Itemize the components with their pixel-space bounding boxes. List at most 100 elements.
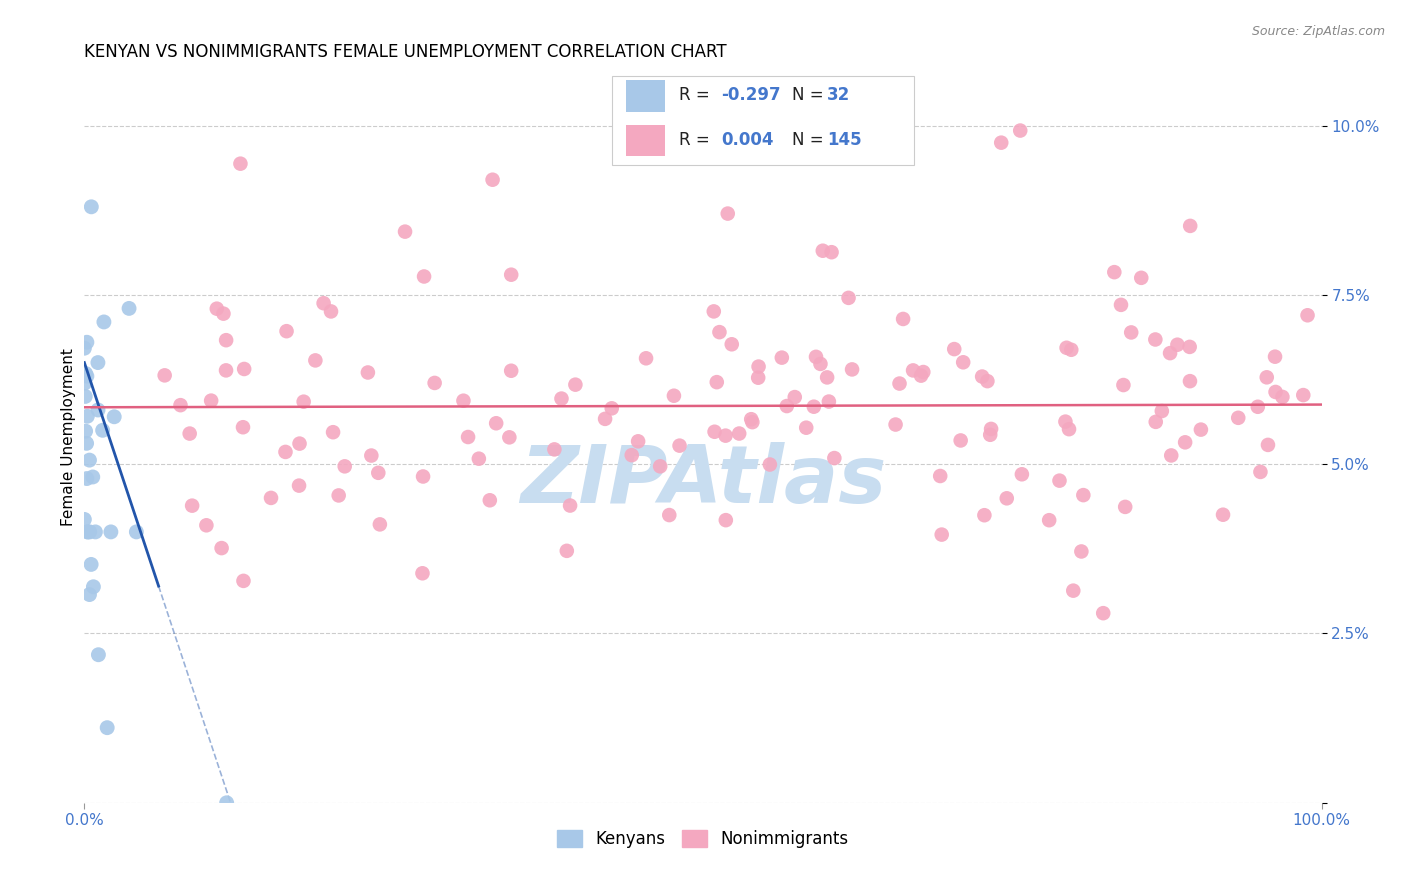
Point bbox=[1264, 350, 1286, 364]
Point bbox=[714, 513, 737, 527]
Point bbox=[468, 451, 491, 466]
Point bbox=[952, 355, 974, 369]
Point bbox=[260, 491, 283, 505]
Point bbox=[411, 566, 433, 581]
Point bbox=[80, 558, 103, 572]
Point bbox=[668, 439, 690, 453]
Point bbox=[717, 206, 740, 220]
Point bbox=[76, 369, 98, 384]
Point bbox=[600, 401, 623, 416]
Point bbox=[728, 426, 751, 441]
Point bbox=[413, 269, 436, 284]
Point bbox=[1144, 333, 1167, 347]
Point bbox=[125, 524, 148, 539]
Point bbox=[328, 488, 350, 502]
Point bbox=[783, 390, 806, 404]
Point bbox=[703, 304, 725, 318]
Point bbox=[1166, 337, 1188, 351]
Point bbox=[100, 524, 122, 539]
Point bbox=[84, 524, 107, 539]
Text: N =: N = bbox=[792, 131, 828, 149]
Point bbox=[232, 574, 254, 588]
Point bbox=[322, 425, 344, 440]
Point bbox=[979, 427, 1001, 442]
Point bbox=[169, 398, 191, 412]
Point bbox=[1073, 488, 1095, 502]
Point bbox=[980, 422, 1002, 436]
Point bbox=[891, 312, 914, 326]
Point bbox=[627, 434, 650, 449]
Point bbox=[1178, 340, 1201, 354]
Point bbox=[312, 296, 335, 310]
Point bbox=[412, 469, 434, 483]
Text: N =: N = bbox=[792, 87, 828, 104]
Point bbox=[794, 420, 817, 434]
Point bbox=[233, 362, 256, 376]
Text: ZIPAtlas: ZIPAtlas bbox=[520, 442, 886, 520]
Point bbox=[1257, 438, 1279, 452]
Point bbox=[912, 365, 935, 379]
Point bbox=[1292, 388, 1315, 402]
Point bbox=[1256, 370, 1278, 384]
Point bbox=[1114, 500, 1136, 514]
Text: 0.004: 0.004 bbox=[721, 131, 773, 149]
Point bbox=[543, 442, 565, 457]
Point bbox=[153, 368, 176, 383]
Point bbox=[211, 541, 233, 555]
Point bbox=[558, 499, 581, 513]
Point bbox=[1150, 404, 1173, 418]
Point bbox=[706, 375, 728, 389]
Point bbox=[229, 156, 252, 170]
Point bbox=[82, 470, 104, 484]
Point bbox=[457, 430, 479, 444]
Point bbox=[357, 366, 380, 380]
Point bbox=[550, 392, 572, 406]
Point bbox=[274, 445, 297, 459]
Point bbox=[973, 508, 995, 523]
Point bbox=[709, 325, 731, 339]
Point bbox=[103, 409, 125, 424]
Point bbox=[818, 394, 841, 409]
Point bbox=[76, 436, 98, 450]
Point bbox=[73, 512, 96, 526]
Point bbox=[1249, 465, 1271, 479]
Point bbox=[179, 426, 201, 441]
Point bbox=[498, 430, 520, 444]
Point bbox=[367, 466, 389, 480]
Point bbox=[823, 451, 845, 466]
Point bbox=[1121, 326, 1143, 340]
Point bbox=[73, 341, 96, 355]
Point bbox=[555, 544, 578, 558]
Point bbox=[232, 420, 254, 434]
Text: KENYAN VS NONIMMIGRANTS FEMALE UNEMPLOYMENT CORRELATION CHART: KENYAN VS NONIMMIGRANTS FEMALE UNEMPLOYM… bbox=[84, 44, 727, 62]
Point bbox=[1130, 270, 1153, 285]
Point bbox=[1178, 374, 1201, 388]
Point bbox=[1212, 508, 1234, 522]
Point bbox=[741, 415, 763, 429]
Point bbox=[803, 400, 825, 414]
Point bbox=[1160, 449, 1182, 463]
Point bbox=[394, 225, 416, 239]
Point bbox=[929, 469, 952, 483]
Point bbox=[292, 394, 315, 409]
Point bbox=[636, 351, 658, 366]
Text: -0.297: -0.297 bbox=[721, 87, 780, 104]
Point bbox=[75, 424, 97, 438]
Point bbox=[1056, 341, 1078, 355]
Point bbox=[747, 370, 769, 384]
Point bbox=[1159, 346, 1181, 360]
Point bbox=[453, 393, 475, 408]
Point bbox=[748, 359, 770, 374]
Point bbox=[87, 355, 110, 369]
Point bbox=[841, 362, 863, 376]
Point bbox=[368, 517, 391, 532]
Point bbox=[215, 796, 238, 810]
Point bbox=[1264, 384, 1286, 399]
Point bbox=[478, 493, 501, 508]
Point bbox=[811, 244, 834, 258]
Point bbox=[205, 301, 228, 316]
Point bbox=[1189, 423, 1212, 437]
Point bbox=[91, 423, 114, 437]
Point bbox=[304, 353, 326, 368]
Point bbox=[810, 357, 832, 371]
